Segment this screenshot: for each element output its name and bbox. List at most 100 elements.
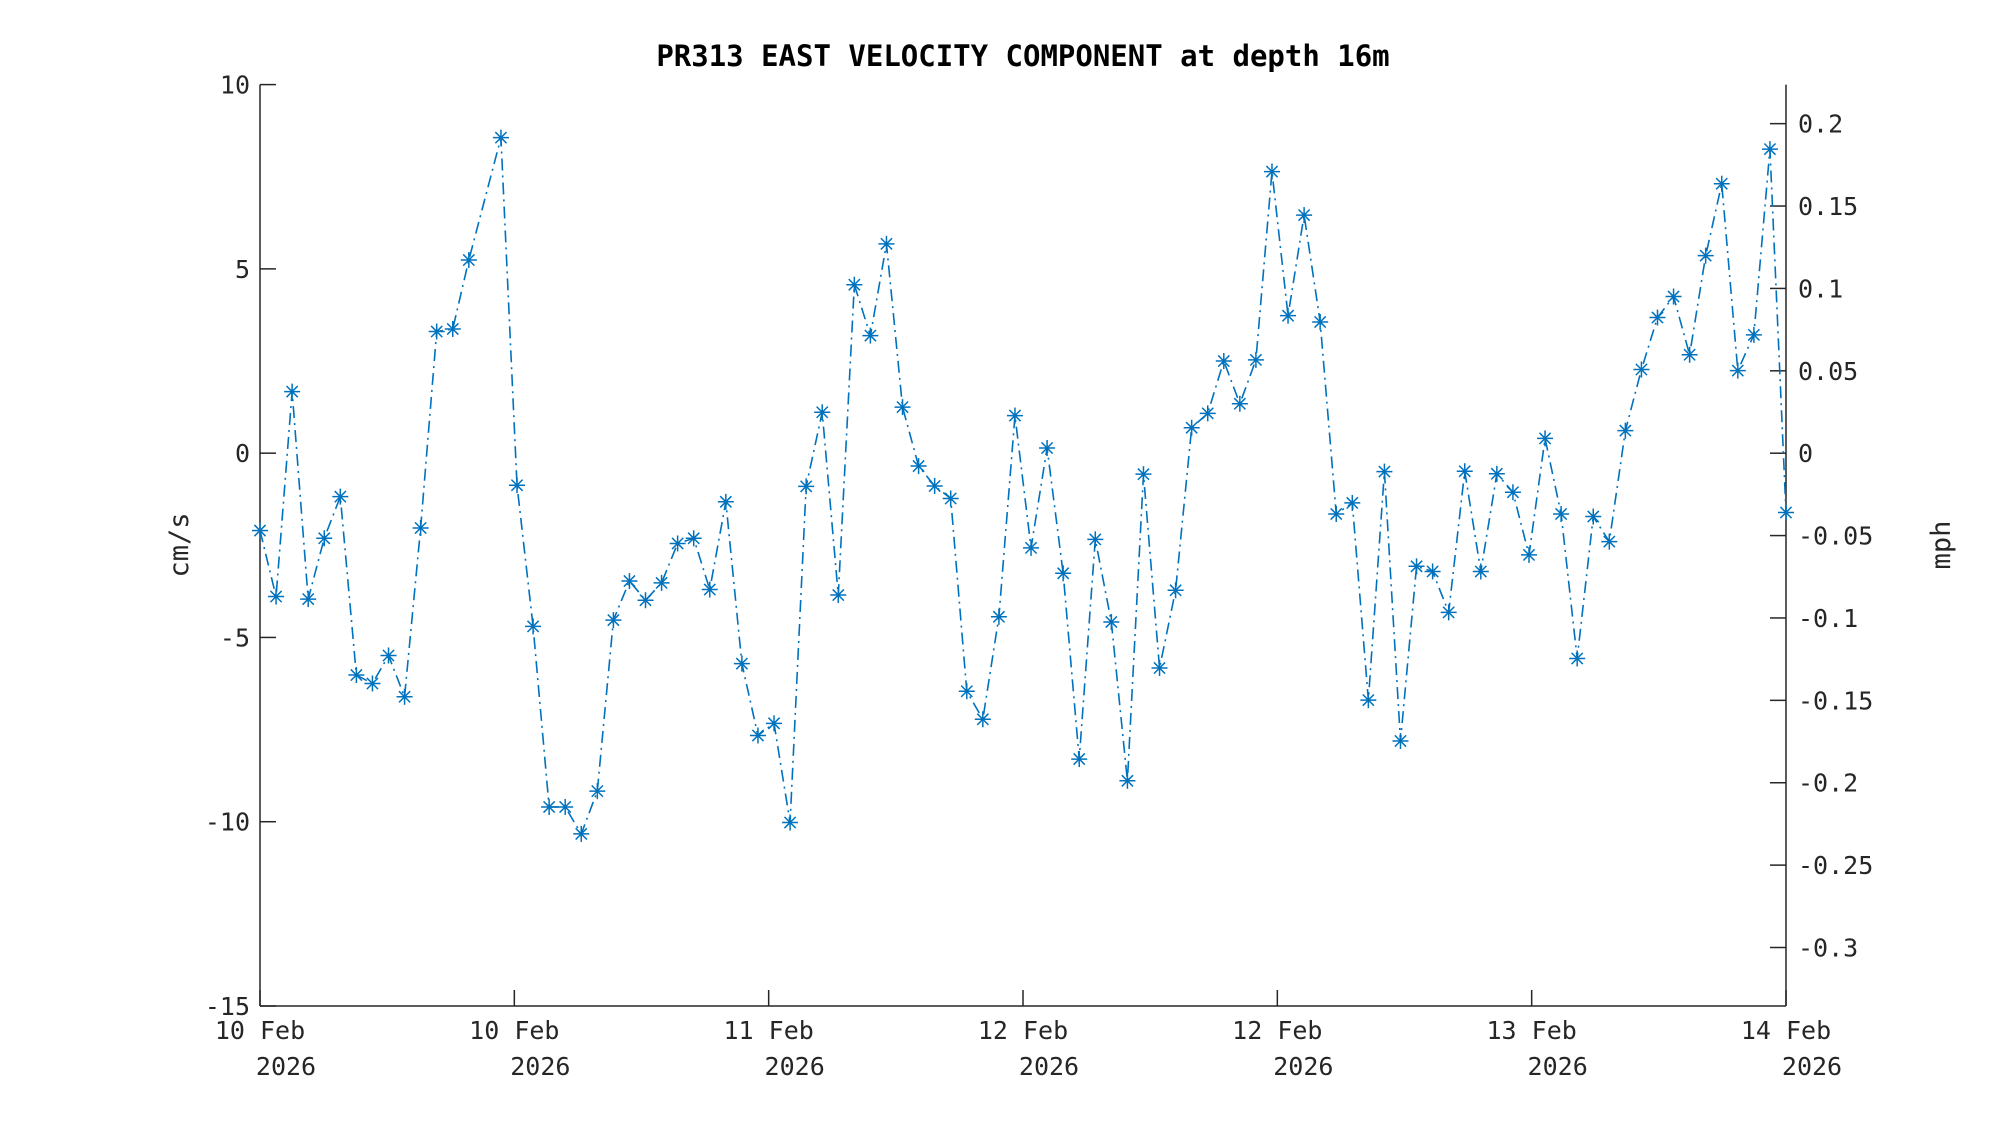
y-right-tick-label: 0.05 — [1798, 357, 1858, 386]
data-point-marker — [1681, 346, 1698, 363]
y-right-tick-label: 0.1 — [1798, 274, 1843, 303]
series-east-velocity — [252, 129, 1794, 842]
data-point-marker — [733, 655, 750, 672]
data-point-marker — [380, 647, 397, 664]
data-point-marker — [685, 530, 702, 547]
data-point-marker — [830, 587, 847, 604]
x-tick-label-date: 10 Feb — [469, 1016, 559, 1045]
y-tick-label: 5 — [235, 255, 250, 284]
data-point-marker — [252, 522, 268, 539]
data-point-marker — [958, 683, 975, 700]
y-axis-label-right: mph — [1926, 521, 1957, 570]
data-point-marker — [460, 252, 477, 269]
data-point-marker — [1071, 751, 1088, 768]
data-point-marker — [1215, 353, 1232, 370]
data-point-marker — [1280, 307, 1297, 324]
data-point-marker — [846, 276, 863, 293]
data-point-marker — [300, 591, 317, 608]
data-point-marker — [332, 488, 349, 505]
data-point-marker — [910, 458, 927, 475]
x-tick-label-year: 2026 — [1019, 1052, 1079, 1081]
data-point-marker — [1424, 563, 1441, 580]
y-right-tick-label: -0.2 — [1798, 769, 1858, 798]
data-point-marker — [1504, 484, 1521, 501]
data-point-marker — [1055, 565, 1072, 582]
y-right-tick-label: 0.2 — [1798, 110, 1843, 139]
data-point-marker — [990, 608, 1007, 625]
data-point-marker — [1119, 772, 1136, 789]
data-point-marker — [557, 798, 574, 815]
data-point-marker — [814, 404, 831, 421]
data-point-marker — [717, 493, 734, 510]
data-point-marker — [1167, 582, 1184, 599]
data-point-marker — [1729, 362, 1746, 379]
data-point-marker — [1328, 505, 1345, 522]
x-tick-label-date: 10 Feb — [215, 1016, 305, 1045]
y-right-tick-label: -0.3 — [1798, 934, 1858, 963]
data-point-marker — [1456, 463, 1473, 480]
ticks: 10 5 0 -5 -10 -15 0.2 0.15 0.1 0.05 0 -0.05 -0.1 -0.1… — [205, 71, 1873, 1081]
data-point-marker — [364, 675, 381, 692]
data-point-marker — [1520, 546, 1537, 563]
data-point-marker — [1247, 351, 1264, 368]
y-right-tick-label: 0 — [1798, 439, 1813, 468]
y-right-tick-label: -0.05 — [1798, 522, 1873, 551]
data-point-marker — [573, 825, 590, 842]
data-point-marker — [284, 383, 301, 400]
data-point-marker — [1633, 361, 1650, 378]
x-tick-label-year: 2026 — [256, 1052, 316, 1081]
data-point-marker — [1344, 494, 1361, 511]
y-tick-label: 0 — [235, 439, 250, 468]
data-point-marker — [1263, 163, 1280, 180]
data-point-marker — [942, 490, 959, 507]
x-tick-label-date: 12 Feb — [978, 1016, 1068, 1045]
data-point-marker — [1231, 395, 1248, 412]
y-right-tick-label: -0.25 — [1798, 851, 1873, 880]
data-point-marker — [1360, 692, 1377, 709]
data-point-marker — [348, 667, 365, 684]
data-point-marker — [782, 814, 799, 831]
data-point-marker — [1665, 288, 1682, 305]
data-point-marker — [926, 477, 943, 494]
data-point-marker — [412, 519, 429, 536]
data-point-marker — [1376, 463, 1393, 480]
data-point-marker — [1553, 505, 1570, 522]
data-point-marker — [894, 399, 911, 416]
data-point-marker — [428, 323, 445, 340]
data-point-marker — [1569, 650, 1586, 667]
data-point-marker — [1312, 313, 1329, 330]
data-point-marker — [589, 783, 606, 800]
x-tick-label-year: 2026 — [765, 1052, 825, 1081]
data-point-marker — [444, 320, 461, 337]
data-point-marker — [878, 235, 895, 252]
data-point-marker — [396, 688, 413, 705]
x-tick-label-date: 12 Feb — [1232, 1016, 1322, 1045]
y-tick-label: 10 — [220, 71, 250, 100]
data-point-marker — [525, 618, 542, 635]
data-point-marker — [798, 478, 815, 495]
axes — [259, 84, 1787, 1007]
data-point-marker — [1472, 563, 1489, 580]
data-point-marker — [1183, 419, 1200, 436]
y-right-tick-label: 0.15 — [1798, 192, 1858, 221]
data-point-marker — [766, 715, 783, 732]
data-point-marker — [749, 727, 766, 744]
y-tick-label: -15 — [205, 992, 250, 1021]
y-tick-label: -10 — [205, 808, 250, 837]
data-point-marker — [621, 573, 638, 590]
data-point-marker — [701, 581, 718, 598]
data-point-marker — [974, 711, 991, 728]
data-point-marker — [1745, 326, 1762, 343]
data-point-marker — [1488, 465, 1505, 482]
data-point-marker — [605, 612, 622, 629]
data-point-marker — [862, 327, 879, 344]
data-point-marker — [1601, 533, 1618, 550]
data-point-marker — [1537, 430, 1554, 447]
y-right-tick-label: -0.15 — [1798, 686, 1873, 715]
x-tick-label-date: 14 Feb — [1741, 1016, 1831, 1045]
data-point-marker — [1296, 207, 1313, 224]
data-point-marker — [492, 129, 509, 146]
data-point-marker — [1006, 407, 1023, 424]
data-point-marker — [653, 574, 670, 591]
